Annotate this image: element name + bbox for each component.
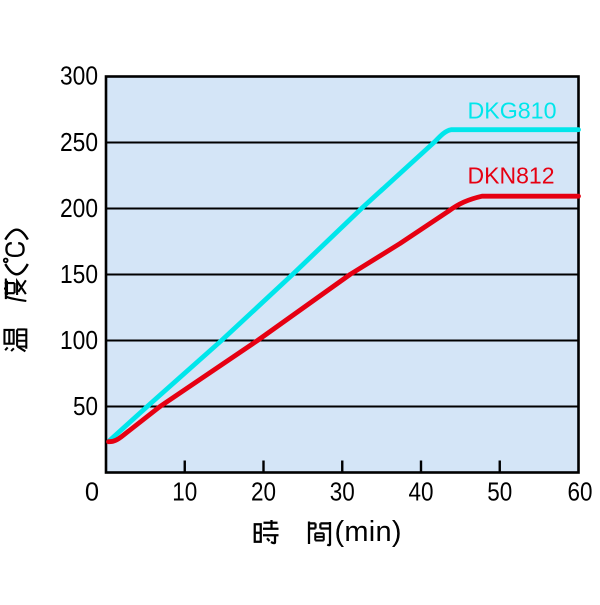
svg-text:200: 200: [60, 195, 98, 223]
svg-text:10: 10: [172, 479, 197, 507]
svg-text:100: 100: [60, 327, 98, 355]
svg-text:0: 0: [85, 479, 99, 507]
svg-text:150: 150: [60, 261, 98, 289]
svg-text:50: 50: [73, 393, 98, 421]
svg-text:300: 300: [60, 62, 98, 90]
svg-text:(min): (min): [335, 516, 402, 548]
svg-text:20: 20: [251, 479, 276, 507]
svg-text:250: 250: [60, 129, 98, 157]
svg-text:60: 60: [568, 479, 593, 507]
svg-text:30: 30: [330, 479, 355, 507]
svg-text:40: 40: [409, 479, 434, 507]
svg-text:50: 50: [487, 479, 512, 507]
svg-text:DKN812: DKN812: [468, 163, 555, 189]
svg-text:DKG810: DKG810: [468, 98, 557, 124]
